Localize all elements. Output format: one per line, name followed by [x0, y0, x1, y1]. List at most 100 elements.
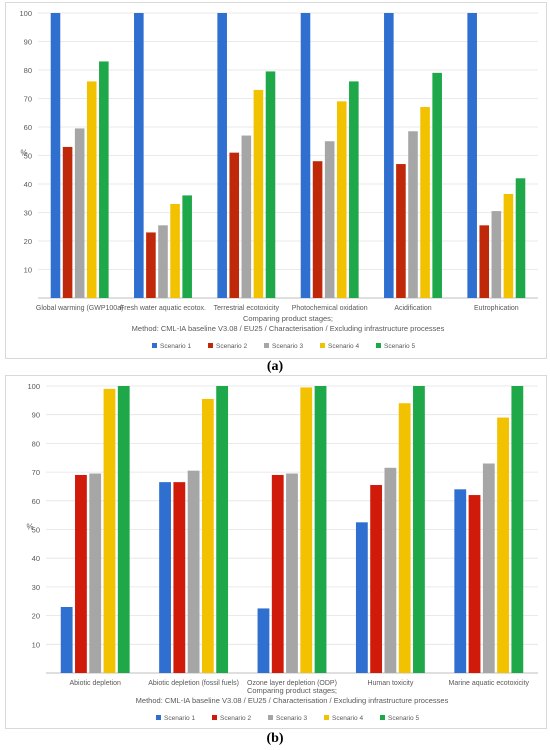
bar-scenario-1 [300, 13, 311, 298]
bar-scenario-3 [384, 467, 397, 673]
bar-scenario-2 [62, 146, 73, 298]
bar-scenario-3 [286, 473, 298, 673]
bar-scenario-5 [349, 81, 359, 299]
bar-scenario-5 [99, 61, 109, 299]
legend-swatch [376, 343, 381, 348]
x-category-label: Fresh water aquatic ecotox. [120, 305, 206, 312]
y-tick-label: 60 [32, 497, 40, 506]
x-category-label: Marine aquatic ecotoxicity [449, 680, 530, 687]
y-tick-label: 80 [32, 439, 40, 448]
bar-scenario-2 [370, 485, 383, 673]
bar-scenario-2 [229, 152, 240, 298]
legend-swatch [152, 343, 157, 348]
bar-scenario-4 [253, 89, 264, 298]
bar-scenario-2 [146, 232, 156, 298]
bar-scenario-5 [314, 386, 327, 673]
panel-caption-a: (a) [266, 359, 284, 374]
bar-scenario-1 [257, 608, 270, 673]
bar-scenario-4 [420, 107, 430, 298]
legend-item: Scenario 2 [212, 715, 251, 722]
legend-label: Scenario 3 [272, 343, 303, 350]
y-tick-label: 50 [24, 152, 32, 161]
x-category-label: Photochemical oxidation [292, 305, 368, 312]
bar-scenario-4 [336, 101, 347, 298]
y-axis-label: % [20, 149, 27, 158]
x-category-label: Human toxicity [367, 680, 413, 687]
legend-swatch [320, 343, 325, 348]
bar-scenario-1 [454, 489, 467, 673]
bar-scenario-4 [300, 387, 313, 673]
y-axis-label: % [26, 523, 33, 532]
bar-scenario-1 [50, 13, 61, 298]
y-tick-label: 30 [32, 583, 40, 592]
chart-panel-b: 10 20 30 40 50 60 70 80 90 100% Abiotic depletion A… [5, 375, 547, 729]
legend-item: Scenario 1 [152, 343, 191, 350]
x-category-label: Ozone layer depletion (ODP) [247, 680, 337, 687]
bar-scenario-3 [158, 225, 168, 298]
y-tick-label: 100 [27, 382, 40, 391]
x-category-label: Global warming (GWP100a) [36, 305, 124, 312]
bar-scenario-3 [74, 128, 85, 298]
x-axis-title: Comparing product stages; [247, 686, 337, 695]
legend-label: Scenario 5 [388, 715, 419, 722]
bar-scenario-1 [384, 13, 394, 298]
legend-swatch [268, 715, 273, 720]
legend-item: Scenario 5 [376, 343, 415, 350]
y-tick-label: 70 [24, 95, 32, 104]
bar-scenario-4 [170, 203, 180, 298]
bar-scenario-2 [75, 474, 87, 673]
x-category-label: Eutrophication [474, 305, 519, 312]
bar-scenario-3 [408, 131, 418, 298]
bar-scenario-3 [324, 141, 335, 298]
y-tick-label: 50 [32, 526, 40, 535]
legend-swatch [380, 715, 385, 720]
bar-scenario-5 [511, 386, 524, 673]
bar-scenario-5 [432, 72, 442, 298]
legend-swatch [264, 343, 269, 348]
bar-scenario-4 [503, 193, 514, 298]
panel-caption-b: (b) [266, 731, 284, 746]
legend-swatch [324, 715, 329, 720]
bar-scenario-3 [241, 135, 252, 298]
bar-scenario-2 [479, 225, 490, 298]
legend-swatch [156, 715, 161, 720]
bar-scenario-1 [467, 13, 477, 298]
chart-a-svg: 10 20 30 40 50 60 70 80 90 100% Global warming (GW… [19, 9, 538, 350]
bar-scenario-2 [312, 161, 323, 298]
bar-scenario-1 [60, 606, 73, 673]
y-tick-label: 90 [32, 411, 40, 420]
y-tick-label: 20 [32, 612, 40, 621]
chart-panel-a: 10 20 30 40 50 60 70 80 90 100% Global warming (GW… [5, 2, 547, 359]
bar-scenario-3 [89, 473, 102, 673]
bar-scenario-5 [182, 195, 192, 298]
bar-scenario-5 [515, 178, 526, 298]
x-category-label: Abiotic depletion [70, 680, 121, 687]
bar-scenario-1 [355, 522, 368, 673]
legend-item: Scenario 4 [324, 715, 363, 722]
bar-scenario-4 [398, 403, 411, 673]
y-tick-label: 10 [32, 640, 40, 649]
y-tick-label: 100 [19, 9, 32, 18]
legend-item: Scenario 2 [208, 343, 247, 350]
bar-scenario-1 [159, 482, 171, 673]
bar-scenario-3 [187, 470, 200, 673]
bar-scenario-2 [271, 474, 284, 673]
bar-scenario-2 [396, 164, 406, 298]
legend-label: Scenario 1 [160, 343, 191, 350]
x-category-label: Acidification [394, 305, 431, 312]
y-tick-label: 40 [24, 180, 32, 189]
bar-scenario-3 [491, 211, 502, 298]
bar-scenario-4 [103, 388, 116, 673]
bar-scenario-1 [134, 13, 144, 298]
legend-swatch [208, 343, 213, 348]
legend-label: Scenario 3 [276, 715, 307, 722]
legend-label: Scenario 2 [220, 715, 251, 722]
bar-scenario-4 [497, 417, 509, 673]
bar-scenario-4 [201, 398, 214, 673]
bar-scenario-5 [413, 386, 425, 673]
x-axis-subtitle: Method: CML-IA baseline V3.08 / EU25 / C… [132, 324, 445, 333]
legend-item: Scenario 4 [320, 343, 359, 350]
y-tick-label: 60 [24, 123, 32, 132]
legend-label: Scenario 2 [216, 343, 247, 350]
legend-item: Scenario 1 [156, 715, 195, 722]
